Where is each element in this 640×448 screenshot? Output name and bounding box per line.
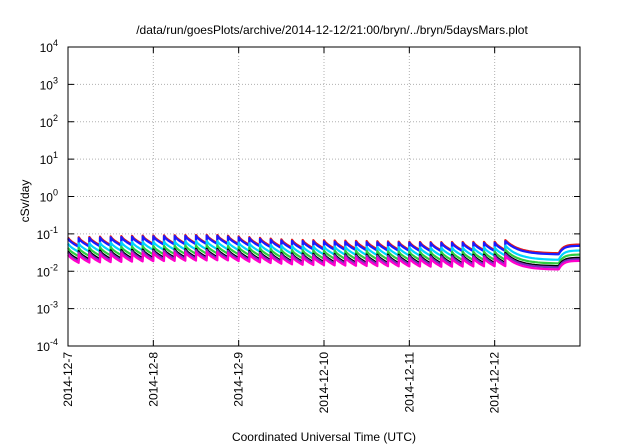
x-tick-label: 2014-12-10 — [317, 352, 331, 414]
grid — [68, 47, 580, 346]
x-tick-label: 2014-12-7 — [61, 352, 75, 407]
series-line-2 — [67, 234, 581, 256]
series-line-3 — [67, 239, 581, 261]
x-tick-label: 2014-12-9 — [232, 352, 246, 407]
x-tick-label: 2014-12-8 — [146, 352, 160, 407]
series-line-6 — [67, 249, 581, 269]
chart-title: /data/run/goesPlots/archive/2014-12-12/2… — [136, 23, 528, 37]
series-group — [67, 233, 581, 271]
x-tick-label: 2014-12-12 — [488, 352, 502, 414]
series-line-4 — [67, 244, 581, 265]
series-line-7 — [67, 250, 581, 271]
x-tick-label: 2014-12-11 — [402, 352, 416, 413]
x-axis-label: Coordinated Universal Time (UTC) — [232, 430, 416, 444]
axis-ticks: 10-410-310-210-11001011021031042014-12-7… — [37, 38, 580, 413]
y-axis-label: cSv/day — [18, 180, 32, 223]
